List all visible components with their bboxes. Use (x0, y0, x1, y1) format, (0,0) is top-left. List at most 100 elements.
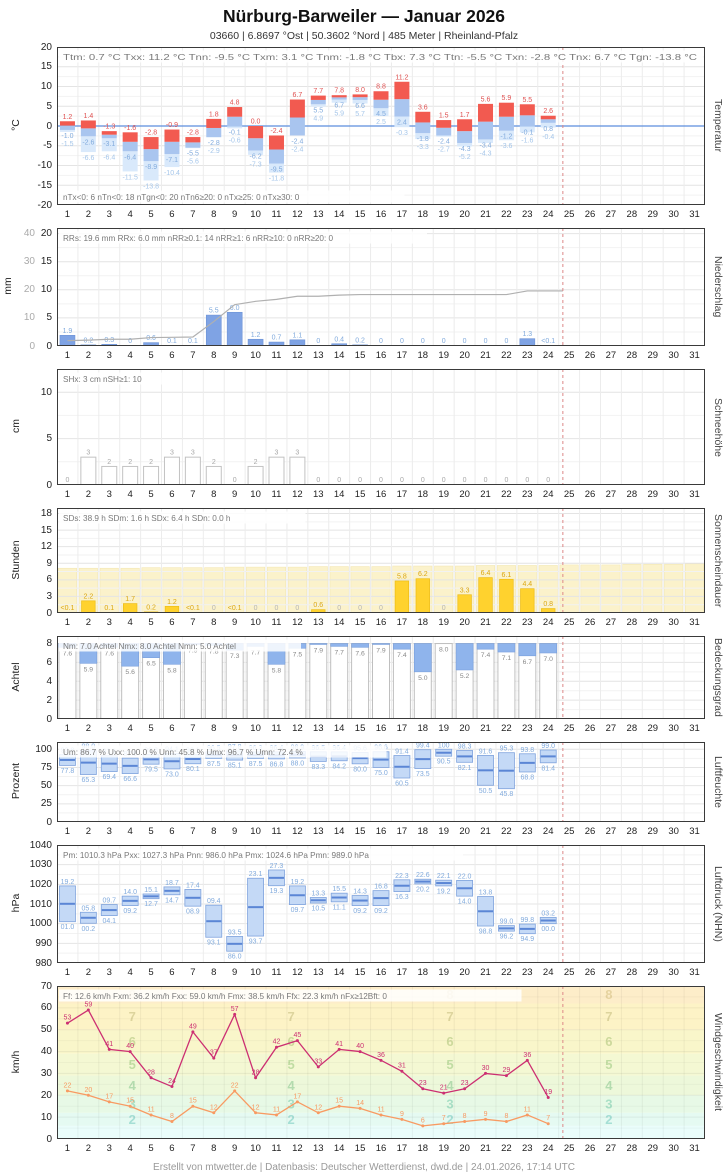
gust-point (149, 1076, 153, 1080)
tmin-bar (540, 119, 556, 123)
pressure-min-label: 00.2 (82, 926, 96, 933)
x-day-label: 18 (417, 489, 429, 500)
beaufort-band (57, 1029, 705, 1054)
gust-label: 41 (335, 1041, 343, 1048)
wind-mean-label: 8 (463, 1113, 467, 1120)
tground-bar (519, 126, 535, 133)
cloud-label: 6.5 (146, 661, 156, 668)
x-day-label: 29 (647, 1143, 659, 1154)
x-day-label: 28 (626, 209, 638, 220)
x-day-label: 14 (333, 967, 345, 978)
tground-bar (498, 130, 514, 141)
cloud-label: 7.7 (251, 649, 261, 656)
x-day-label: 1 (64, 209, 71, 220)
snow-bar (163, 456, 180, 486)
tground-bar (540, 122, 556, 128)
humidity-min-label: 73.5 (416, 771, 430, 778)
wind-mean-point (274, 1113, 278, 1117)
x-day-label: 6 (169, 723, 175, 734)
panel-pressure: 980 990 1000 1010 1020 1030 1040 hPa Luftdruck (… (0, 840, 728, 984)
beaufort-band (57, 1075, 705, 1096)
cloud-label: 7.3 (230, 653, 240, 660)
x-day-label: 28 (626, 967, 638, 978)
beaufort-number: 6 (446, 1034, 453, 1049)
pressure-min-label: 93.7 (249, 939, 263, 946)
tground-bar (478, 139, 494, 143)
beaufort-number: 2 (287, 1112, 294, 1127)
wind-mean-label: 15 (335, 1098, 343, 1105)
x-day-label: 26 (584, 826, 596, 837)
gust-label: 31 (398, 1063, 406, 1070)
sunshine-label: 0 (442, 605, 446, 612)
right-axis-label: Luftdruck (NHN) (712, 866, 724, 942)
pressure-mean-line (331, 896, 347, 899)
sunshine-label: 4.4 (522, 581, 532, 588)
x-day-label: 14 (333, 723, 345, 734)
gust-point (170, 1085, 174, 1089)
y-tick-label: 15 (40, 256, 52, 268)
pressure-max-label: 22.3 (395, 873, 409, 880)
x-day-label: 31 (689, 617, 700, 628)
tmin-label: 4.5 (376, 111, 386, 118)
humidity-max-label: 99.4 (416, 743, 430, 750)
x-day-label: 31 (689, 489, 700, 500)
tground-label: -0.3 (396, 130, 408, 137)
wind-mean-label: 11 (147, 1106, 154, 1113)
x-day-label: 29 (647, 723, 659, 734)
precip-label: 1.1 (293, 332, 303, 339)
panel-precipitation: 0 5 10 15 20 0 10 20 30 40 mm Niederschlag 1.9 0.2 0.3… (0, 228, 728, 367)
snow-bar (143, 465, 160, 486)
x-day-label: 13 (312, 617, 324, 628)
x-day-label: 23 (522, 489, 533, 500)
x-day-label: 23 (522, 723, 533, 734)
x-day-label: 22 (501, 1143, 512, 1154)
gust-label: 36 (523, 1052, 531, 1059)
tground-label: -0.6 (229, 137, 241, 144)
tground-bar (352, 99, 368, 104)
cloudcover-stats: Nm: 7.0 Achtel Nmx: 8.0 Achtel Nmn: 5.0 … (63, 642, 236, 651)
y-tick-label: 5 (46, 312, 52, 324)
gust-point (546, 1095, 550, 1099)
x-day-label: 10 (250, 723, 261, 734)
pressure-chart: 19.2 01.0 05.8 00.2 09.7 04.1 14.0 09.2 15.1 12.7… (57, 844, 705, 964)
humidity-mean-line (436, 751, 452, 754)
tmax-label: 5.9 (502, 95, 512, 102)
tground-bar (394, 116, 410, 128)
x-day-label: 16 (375, 1143, 387, 1154)
x-day-label: 27 (605, 826, 617, 837)
humidity-min-label: 68.8 (521, 774, 535, 781)
humidity-min-label: 84.2 (332, 763, 346, 770)
y-tick-label: 50 (40, 1024, 52, 1036)
snow-bar (289, 456, 306, 486)
x-day-label: 24 (542, 826, 554, 837)
x-day-label: 18 (417, 967, 429, 978)
x-day-label: 19 (438, 489, 449, 500)
humidity-min-label: 87.5 (249, 761, 263, 768)
y-tick-label: 0 (46, 816, 52, 828)
x-day-label: 3 (106, 1143, 112, 1154)
x-day-label: 18 (417, 350, 429, 361)
pressure-max-label: 14.0 (123, 889, 137, 896)
y-tick-label: 990 (35, 937, 52, 949)
wind-mean-label: 8 (170, 1113, 174, 1120)
precip-label: 0 (379, 338, 383, 345)
y-tick-label: 1000 (29, 918, 52, 930)
chart-panels: -20 -15 -10 -5 0 5 10 15 20 °C Temperatur 1.2 -1.0 -1… (0, 42, 728, 1160)
x-day-label: 28 (626, 723, 638, 734)
tmin-bar (498, 116, 514, 131)
x-day-label: 4 (127, 350, 133, 361)
snow-label: 0 (400, 477, 404, 484)
cloud-label: 5.8 (272, 667, 282, 674)
precip-bar (226, 311, 243, 347)
pressure-min-label: 98.8 (479, 929, 493, 936)
snow-label: 3 (86, 450, 90, 457)
gust-label: 57 (231, 1006, 239, 1013)
tmax-label: 4.8 (230, 100, 240, 107)
humidity-max-label: 91.6 (479, 748, 493, 755)
gust-point (212, 1056, 216, 1060)
y-tick-label: 100 (35, 743, 52, 755)
x-day-label: 23 (522, 1143, 533, 1154)
humidity-stats: Um: 86.7 % Uxx: 100.0 % Unn: 45.8 % Umx:… (63, 748, 303, 757)
pressure-mean-line (122, 899, 138, 902)
y-tick-label: 1020 (29, 878, 52, 890)
